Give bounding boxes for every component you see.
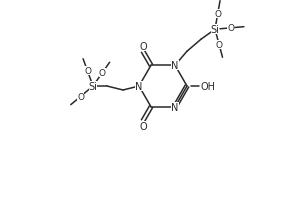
Text: O: O (227, 24, 234, 33)
Text: O: O (214, 10, 221, 19)
Text: OH: OH (201, 82, 215, 92)
Text: N: N (135, 82, 143, 92)
Text: O: O (84, 67, 91, 76)
Text: O: O (139, 42, 147, 52)
Text: Si: Si (88, 82, 98, 92)
Text: O: O (99, 69, 106, 78)
Text: O: O (139, 121, 147, 131)
Text: Si: Si (211, 25, 219, 35)
Text: N: N (171, 102, 179, 112)
Text: N: N (171, 61, 179, 71)
Text: O: O (215, 41, 223, 50)
Text: O: O (77, 92, 84, 101)
